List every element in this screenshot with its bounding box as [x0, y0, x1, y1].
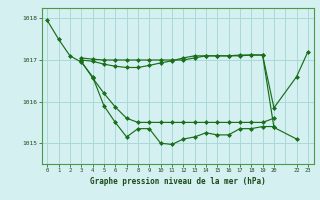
X-axis label: Graphe pression niveau de la mer (hPa): Graphe pression niveau de la mer (hPa) [90, 177, 266, 186]
